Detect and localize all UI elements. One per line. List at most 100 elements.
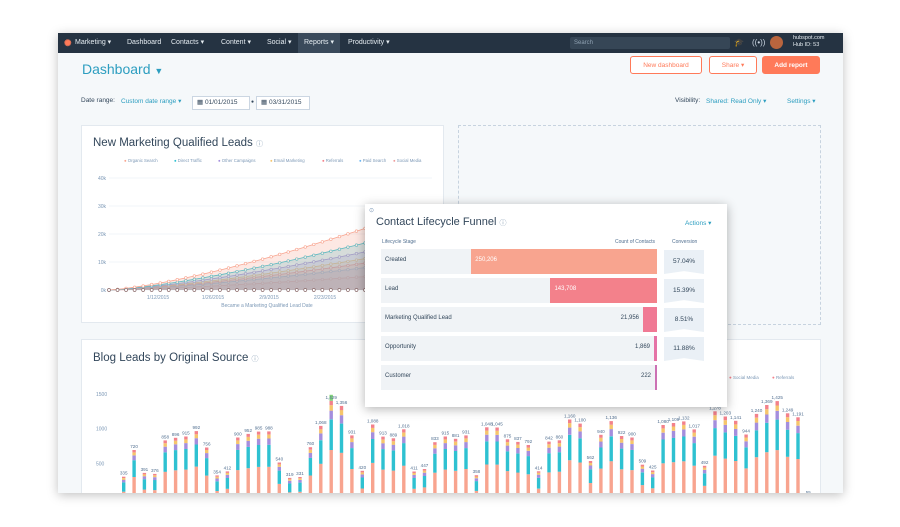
bar-segment — [360, 474, 364, 478]
bar-value-label: 931 — [462, 429, 470, 434]
funnel-actions-dropdown[interactable]: Actions ▾ — [685, 220, 712, 227]
nav-social[interactable]: Social ▾ — [267, 39, 292, 46]
nav-contacts[interactable]: Contacts ▾ — [171, 39, 205, 46]
bar-segment — [754, 422, 759, 431]
bar-segment — [308, 475, 313, 493]
bar-segment — [744, 434, 748, 438]
bar-segment — [267, 431, 271, 435]
funnel-row[interactable]: Created 250,206 — [381, 249, 657, 274]
bar-segment — [723, 458, 727, 493]
bar-segment — [319, 463, 323, 493]
dashboard-selector[interactable]: Dashboard ▼ — [82, 61, 163, 77]
series-point — [337, 255, 342, 259]
bar-value-label: 414 — [535, 465, 543, 470]
funnel-row[interactable]: Lead 143,708 — [381, 278, 657, 303]
series-area — [109, 243, 365, 290]
info-icon[interactable]: ⓘ — [256, 141, 264, 148]
start-date-field[interactable]: ▦ 01/01/2015 — [192, 96, 250, 110]
bar-segment — [609, 424, 613, 430]
settings-dropdown[interactable]: Settings ▾ — [787, 98, 816, 105]
series-point — [261, 269, 265, 273]
hubspot-logo-icon[interactable]: ✺ — [64, 38, 72, 48]
bar-segment — [443, 436, 447, 440]
bar-segment — [142, 474, 147, 477]
bar-segment — [225, 471, 230, 473]
bar-segment — [339, 405, 344, 411]
series-point — [320, 263, 324, 268]
series-point — [243, 272, 248, 276]
baseline-point — [235, 288, 239, 292]
bar-segment — [153, 480, 157, 491]
bar-segment — [184, 443, 188, 449]
drag-handle-icon[interactable]: ⊙ — [369, 208, 375, 214]
bar-segment — [236, 470, 240, 493]
bar-segment — [319, 433, 323, 441]
bar-value-label: 1,249 — [782, 407, 794, 412]
funnel-row[interactable]: Customer 222 — [381, 365, 657, 390]
bar-segment — [153, 490, 157, 493]
new-dashboard-button[interactable]: New dashboard — [630, 56, 702, 74]
add-report-button[interactable]: Add report — [762, 56, 820, 74]
bar-segment — [754, 417, 759, 423]
nav-content[interactable]: Content ▾ — [221, 39, 251, 46]
y-tick-label: 1000 — [96, 427, 107, 433]
bar-segment — [651, 488, 655, 493]
series-point — [286, 259, 290, 263]
lifecycle-funnel-card[interactable]: ⊙ Contact Lifecycle Funnel ⓘ Actions ▾ L… — [365, 204, 727, 407]
bar-value-label: 952 — [244, 428, 252, 433]
date-range-dropdown[interactable]: Custom date range ▾ — [121, 98, 182, 105]
bar-segment — [474, 475, 479, 477]
search-input[interactable]: Search — [570, 37, 730, 49]
y-tick-label: 0k — [101, 288, 107, 294]
baseline-point — [115, 288, 120, 292]
nav-productivity[interactable]: Productivity ▾ — [348, 39, 390, 46]
bar-value-label: 881 — [452, 433, 460, 438]
funnel-row[interactable]: Marketing Qualified Lead 21,956 — [381, 307, 657, 332]
bar-segment — [547, 453, 551, 473]
notifications-icon[interactable]: ((•)) — [752, 38, 766, 47]
bar-value-label: 720 — [130, 444, 138, 449]
baseline-point — [311, 288, 316, 292]
y-tick-label: 40k — [98, 176, 107, 182]
bar-segment — [256, 445, 261, 467]
bar-segment — [329, 394, 333, 401]
bar-segment — [122, 478, 126, 480]
bar-segment — [319, 429, 323, 434]
series-point — [346, 253, 350, 257]
series-point — [235, 273, 239, 277]
bar-segment — [298, 478, 302, 480]
info-icon[interactable]: ⓘ — [499, 220, 507, 227]
bar-segment — [734, 460, 738, 493]
series-point — [192, 274, 196, 278]
bar-segment — [609, 436, 613, 462]
baseline-point — [124, 288, 128, 292]
account-info[interactable]: hubspot.com Hub ID: 53 — [793, 35, 825, 49]
share-button[interactable]: Share ▾ — [709, 56, 757, 74]
nav-dashboard[interactable]: Dashboard — [127, 39, 162, 46]
avatar[interactable] — [770, 36, 783, 49]
bar-segment — [339, 423, 344, 453]
bar-segment — [682, 425, 686, 430]
x-axis-label: Became a Marketing Qualified Lead Date — [221, 303, 313, 309]
bar-value-label: 1,191 — [792, 411, 804, 416]
bar-segment — [526, 447, 530, 451]
academy-icon[interactable]: 🎓 — [734, 38, 744, 47]
nav-brand-menu[interactable]: Marketing ▾ — [75, 39, 112, 46]
bar-segment — [485, 430, 489, 435]
legend-social-media-label: Social Media — [732, 375, 759, 380]
series-point — [320, 240, 324, 244]
info-icon[interactable]: ⓘ — [251, 356, 259, 363]
bar-segment — [277, 462, 281, 465]
visibility-dropdown[interactable]: Shared: Read Only ▾ — [706, 98, 767, 105]
baseline-point — [107, 288, 111, 292]
bar-value-label: 760 — [307, 441, 315, 446]
end-date-field[interactable]: ▦ 03/31/2015 — [256, 96, 310, 110]
funnel-row[interactable]: Opportunity 1,869 — [381, 336, 657, 361]
nav-reports[interactable]: Reports ▾ — [298, 33, 340, 53]
bar-segment — [173, 440, 178, 445]
bar-value-label: 1,136 — [605, 415, 617, 420]
bar-segment — [163, 471, 167, 493]
series-point — [295, 263, 299, 267]
bar-segment — [184, 469, 188, 493]
series-point — [329, 262, 333, 266]
